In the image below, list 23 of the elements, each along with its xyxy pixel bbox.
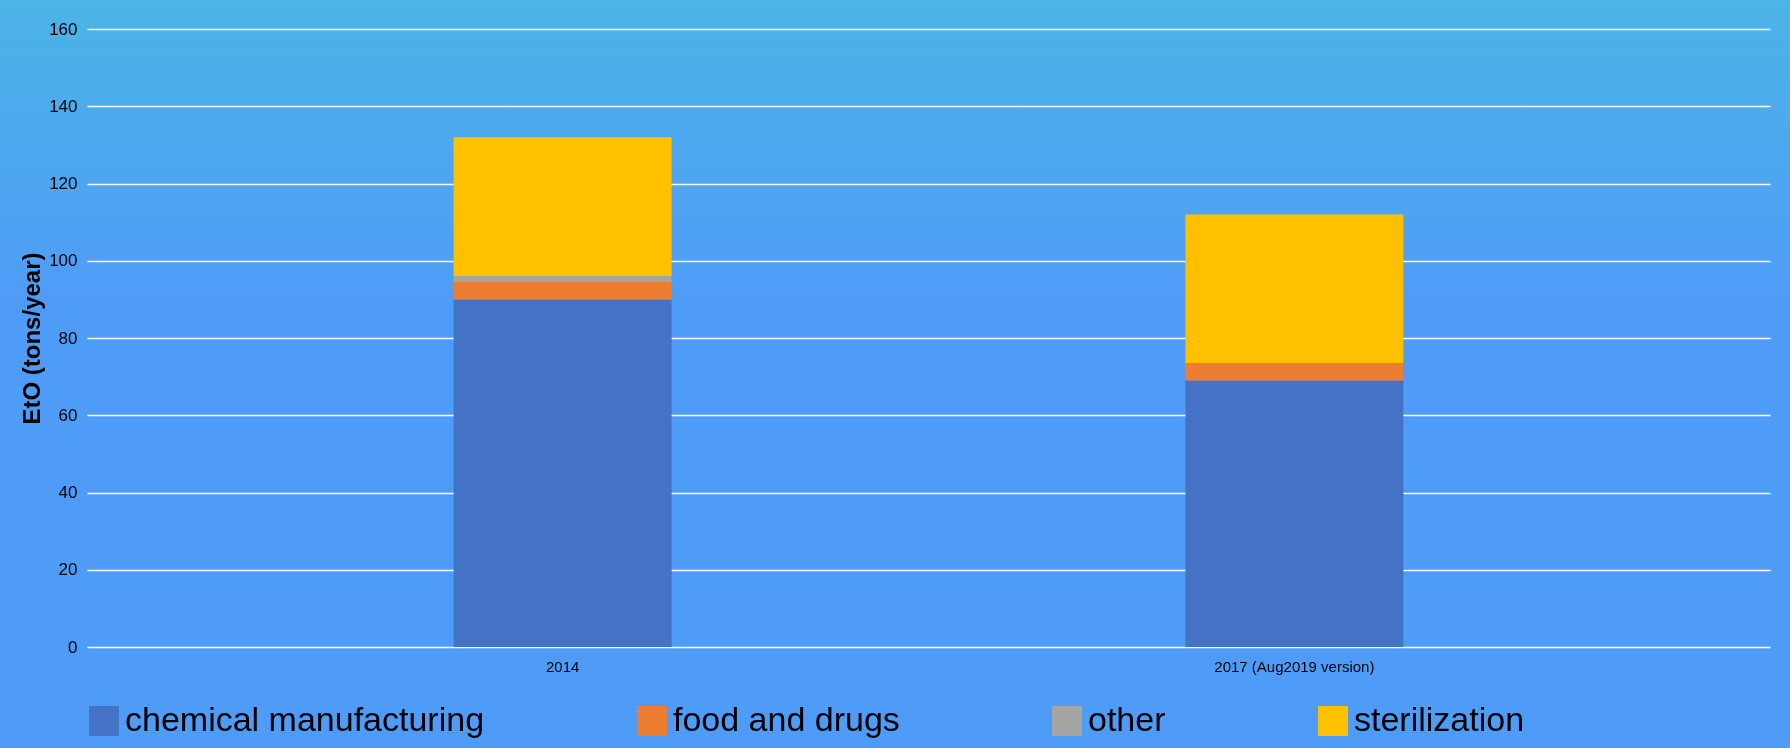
legend-label: food and drugs [673, 700, 900, 738]
y-tick-label: 60 [58, 405, 78, 425]
y-tick-label: 0 [68, 637, 78, 657]
bar [1185, 214, 1404, 364]
y-tick-label: 140 [49, 96, 78, 116]
bar [1185, 363, 1404, 381]
x-tick-label: 2014 [545, 657, 580, 675]
y-tick-label: 40 [58, 483, 78, 502]
legend-label: other [1088, 700, 1166, 738]
y-tick-label: 100 [49, 251, 78, 271]
y-tick-label: 20 [58, 560, 78, 580]
y-tick-label: 80 [58, 328, 78, 348]
x-tick-label: 2017 (Aug2019 version) [1214, 657, 1375, 675]
bar [453, 137, 672, 277]
y-tick-label: 160 [49, 19, 78, 39]
legend-label: sterilization [1354, 700, 1525, 738]
bar [1185, 380, 1404, 647]
bar [453, 281, 672, 300]
bar [453, 276, 672, 282]
bar [453, 299, 672, 647]
y-axis-title: EtO (tons/year) [18, 252, 46, 425]
legend-label: chemical manufacturing [125, 700, 485, 738]
y-tick-label: 120 [49, 174, 78, 193]
